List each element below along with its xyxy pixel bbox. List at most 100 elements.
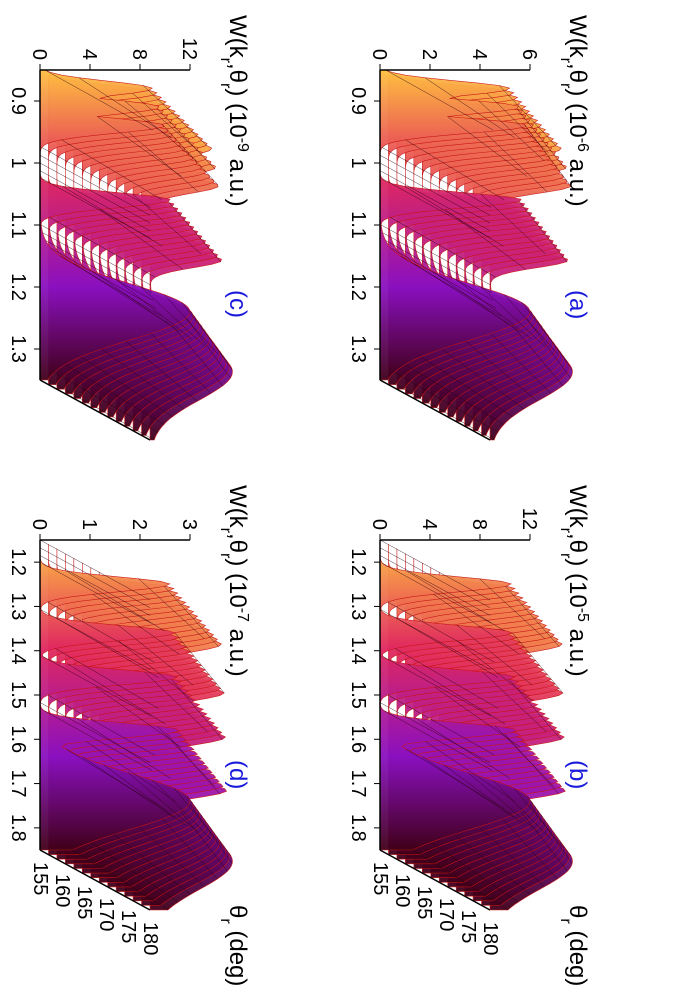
mesh-line — [453, 834, 531, 895]
mesh-line — [379, 555, 491, 616]
mesh-line — [379, 547, 491, 608]
mesh-line — [125, 341, 198, 402]
mesh-line — [39, 155, 151, 216]
theta-tick-label: 165 — [413, 886, 435, 919]
theta-tick-label: 155 — [369, 862, 391, 895]
mesh-line — [405, 139, 505, 200]
zlabel-unit: ) (10 — [224, 558, 251, 607]
theta-tick-label: 180 — [139, 922, 161, 955]
zlabel-exp: -6 — [575, 138, 592, 152]
theta-tick-label: 160 — [51, 874, 73, 907]
mesh-line — [54, 372, 158, 433]
mesh-line — [395, 617, 499, 678]
z-tick-label: 6 — [518, 49, 540, 60]
mesh-line — [39, 547, 151, 608]
theta-tick-label: 170 — [435, 898, 457, 931]
mesh-line — [162, 124, 218, 185]
theta-label-unit: (deg) — [564, 924, 591, 987]
mesh-line — [405, 364, 504, 425]
theta-tick-label: 175 — [117, 910, 139, 943]
z-axis-label: W(kr,θr) (10-6 a.u.) — [558, 15, 592, 207]
surface-strip — [379, 69, 531, 381]
z-tick-label: 4 — [468, 49, 490, 60]
mesh-line — [118, 625, 194, 686]
x-tick-label: 1.4 — [347, 637, 369, 665]
z-tick-label: 0 — [28, 49, 50, 60]
z-tick-label: 1 — [78, 519, 100, 530]
mesh-line — [39, 162, 151, 224]
x-tick-label: 1.7 — [7, 770, 29, 798]
theta-tick-label: 175 — [117, 910, 139, 943]
mesh-line — [480, 193, 546, 255]
theta-axis-labels: θr (deg) θr (deg) — [218, 905, 592, 986]
mesh-line — [132, 93, 202, 154]
z-tick-label: 0 — [28, 519, 50, 530]
x-tick-label: 1.1 — [347, 211, 369, 239]
zlabel-exp: -7 — [235, 608, 252, 622]
mesh-line — [72, 849, 169, 911]
mesh-line — [478, 100, 545, 162]
mesh-line — [394, 372, 498, 433]
mesh-line — [445, 209, 527, 270]
mesh-line — [406, 570, 505, 632]
theta-ticks-b: 155 160 165 170 175 180 — [369, 862, 501, 955]
surface-strip — [39, 540, 191, 851]
mesh-line — [526, 795, 572, 856]
mesh-line — [166, 733, 220, 794]
mesh-line — [415, 718, 510, 779]
mesh-line — [47, 601, 155, 663]
mesh-line — [425, 741, 516, 802]
panel-label: (b) — [564, 760, 591, 789]
mesh-line — [127, 772, 199, 833]
z-tick-label: 2 — [418, 49, 440, 60]
mesh-line — [42, 656, 152, 717]
z-tick-label: 4 — [78, 49, 100, 60]
zlabel-unit: ) (10 — [564, 558, 591, 607]
x-tick-label: 1.3 — [7, 335, 29, 363]
mesh-line — [441, 348, 525, 410]
theta-axis-label-bottom: θr (deg) — [218, 905, 252, 986]
mesh-line — [381, 178, 492, 239]
z-tick-label: 8 — [468, 519, 490, 530]
mesh-line — [379, 155, 491, 216]
z-axis-label: W(kr,θr) (10-9 a.u.) — [218, 15, 252, 207]
theta-axis-label-top: θr (deg) — [558, 905, 592, 986]
z-axis-label: W(kr,θr) (10-7 a.u.) — [218, 485, 252, 677]
mesh-line — [465, 341, 538, 402]
mesh-line — [387, 601, 495, 663]
mesh-line — [526, 317, 571, 379]
mesh-line — [395, 648, 499, 709]
mesh-line — [162, 818, 218, 880]
mesh-line — [144, 671, 208, 732]
x-tick-label: 1.7 — [7, 770, 29, 798]
theta-tick-label: 165 — [73, 886, 95, 919]
mesh-line — [45, 240, 154, 301]
surface-strip — [39, 69, 191, 381]
mesh-line — [118, 640, 194, 701]
x-tick-label: 1.8 — [347, 814, 369, 842]
mesh-line — [379, 539, 491, 601]
panel-label: (c) — [224, 290, 251, 318]
z-tick-label: 12 — [178, 38, 200, 60]
x-tick-label: 1.5 — [347, 681, 369, 709]
theta-tick-label: 170 — [95, 898, 117, 931]
x-tick-label: 1.1 — [7, 211, 29, 239]
mesh-line — [39, 555, 151, 616]
x-tick-label: 1.2 — [7, 273, 29, 301]
theta-label-unit: (deg) — [224, 924, 251, 987]
mesh-line — [400, 255, 502, 317]
x-tick-label: 1.8 — [7, 814, 29, 842]
x-tick-label: 0.9 — [347, 87, 369, 115]
mesh-line — [456, 640, 533, 701]
x-tick-label: 1.3 — [7, 593, 29, 621]
theta-tick-label: 160 — [51, 874, 73, 907]
y-axis — [39, 379, 151, 441]
theta-label-sub: r — [558, 918, 575, 924]
theta-tick-label: 170 — [435, 898, 457, 931]
x-tick-label: 1.3 — [7, 593, 29, 621]
x-tick-label: 1.2 — [7, 273, 29, 301]
zlabel-main: W(k — [224, 485, 251, 529]
mesh-line — [478, 826, 545, 887]
mesh-line — [447, 116, 528, 177]
